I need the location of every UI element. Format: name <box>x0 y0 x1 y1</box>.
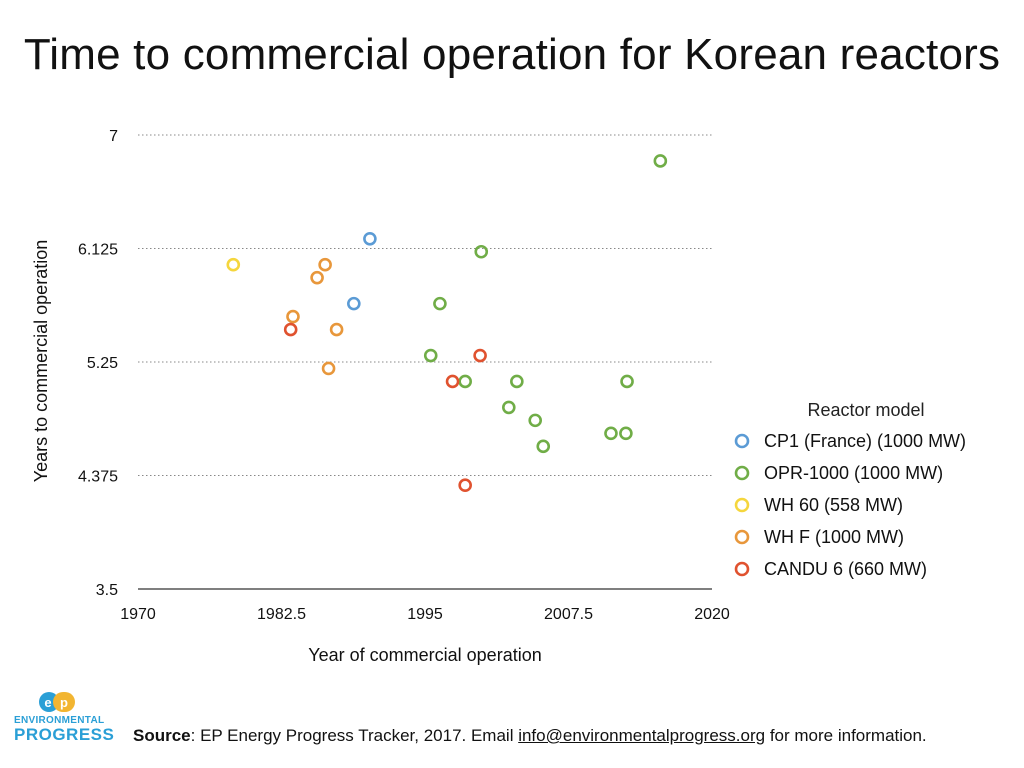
scatter-point <box>363 231 377 246</box>
legend-marker <box>734 497 750 513</box>
scatter-point <box>502 400 516 415</box>
scatter-point <box>528 413 543 428</box>
scatter-point <box>347 296 361 311</box>
legend-entry: CP1 (France) (1000 MW) <box>764 431 966 451</box>
environmental-progress-logo: e p ENVIRONMENTAL PROGRESS <box>14 692 115 744</box>
scatter-point <box>329 322 344 337</box>
chart-title: Time to commercial operation for Korean … <box>23 30 1001 79</box>
y-tick-label: 3.5 <box>96 582 118 599</box>
scatter-point <box>619 426 633 441</box>
scatter-point <box>283 322 298 337</box>
legend-marker <box>734 529 750 545</box>
x-tick-label: 1970 <box>120 606 156 623</box>
scatter-point <box>226 257 241 272</box>
axis-ticks: 3.5 4.375 5.25 6.125 7 1970 1982.5 1995 2007.5 20… <box>78 128 730 623</box>
email-link[interactable]: info@environmentalprogress.org <box>518 726 766 745</box>
scatter-point <box>286 309 300 324</box>
scatter-point <box>433 296 447 311</box>
x-tick-label: 1982.5 <box>257 606 306 623</box>
legend-entry: CANDU 6 (660 MW) <box>764 559 927 579</box>
scatter-point <box>458 478 472 493</box>
x-tick-label: 1995 <box>407 606 443 623</box>
source-footer: Source: EP Energy Progress Tracker, 2017… <box>133 726 927 746</box>
legend-marker <box>734 433 750 449</box>
scatter-point <box>321 361 336 376</box>
scatter-point <box>653 154 668 168</box>
footer-tail: for more information. <box>765 726 927 745</box>
legend-entry: WH 60 (558 MW) <box>764 495 903 515</box>
scatter-point <box>445 374 460 389</box>
y-tick-label: 6.125 <box>78 242 118 259</box>
y-tick-label: 7 <box>109 128 118 145</box>
legend-marker <box>734 465 750 481</box>
scatter-point <box>474 244 489 259</box>
scatter-point <box>620 374 634 389</box>
scatter-chart: 3.5 4.375 5.25 6.125 7 1970 1982.5 1995 2007.5 20… <box>31 128 966 665</box>
legend-title: Reactor model <box>807 400 924 420</box>
legend-entry: OPR-1000 (1000 MW) <box>764 463 943 483</box>
scatter-point <box>604 426 618 441</box>
logo-line2: PROGRESS <box>14 725 115 744</box>
svg-text:e: e <box>44 695 51 710</box>
scatter-point <box>510 374 524 389</box>
legend-marker <box>734 561 750 577</box>
x-tick-label: 2020 <box>694 606 730 623</box>
scatter-point <box>458 374 472 389</box>
logo-line1: ENVIRONMENTAL <box>14 715 105 726</box>
legend: Reactor model CP1 (France) (1000 MW) OPR-… <box>734 400 966 579</box>
x-tick-label: 2007.5 <box>544 606 593 623</box>
svg-text:p: p <box>60 695 68 710</box>
y-tick-label: 4.375 <box>78 469 118 486</box>
scatter-point <box>536 439 551 454</box>
gridlines <box>138 134 712 590</box>
scatter-point <box>310 270 324 285</box>
scatter-point <box>473 348 487 363</box>
x-axis-label: Year of commercial operation <box>308 645 541 665</box>
data-points <box>226 154 668 493</box>
scatter-point <box>423 348 438 363</box>
ep-logo-icon: e p <box>39 692 75 712</box>
y-axis-label: Years to commercial operation <box>31 240 51 482</box>
legend-entry: WH F (1000 MW) <box>764 527 904 547</box>
source-label: Source <box>133 726 191 745</box>
source-text: : EP Energy Progress Tracker, 2017. Emai… <box>190 726 519 745</box>
scatter-point <box>318 257 332 272</box>
y-tick-label: 5.25 <box>87 355 118 372</box>
